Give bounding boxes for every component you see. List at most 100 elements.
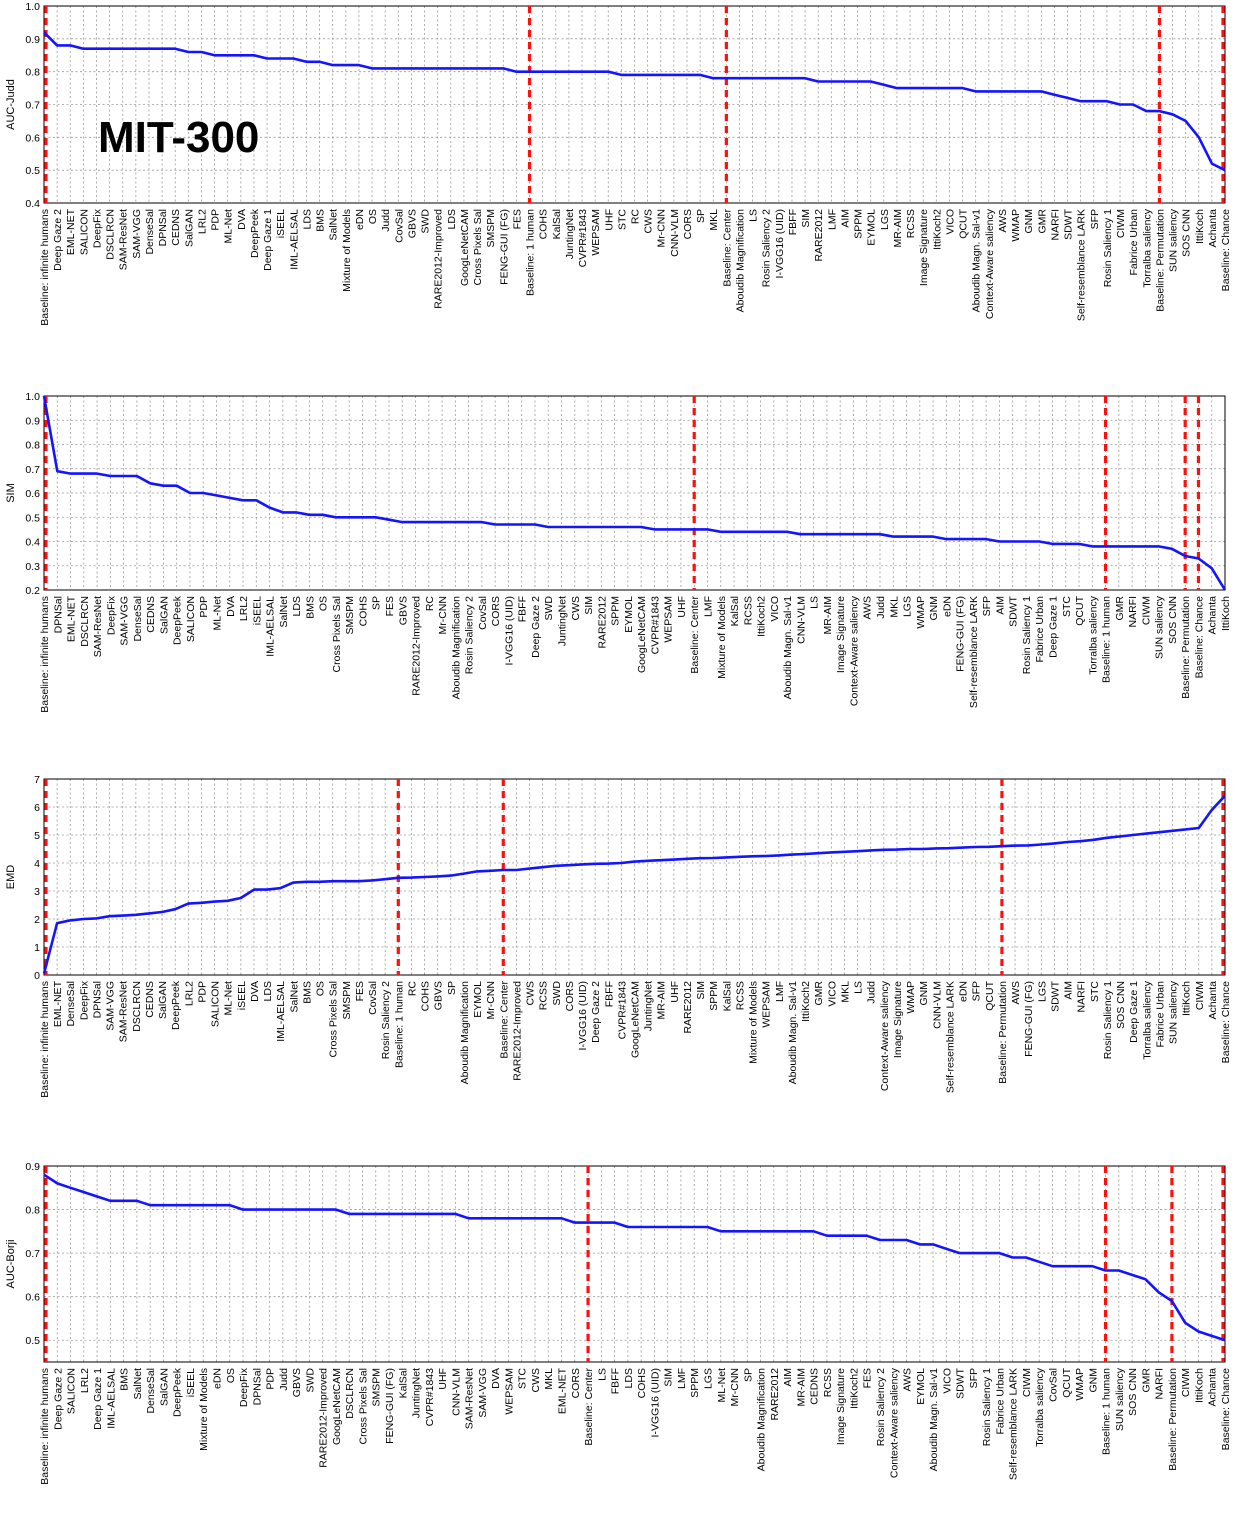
x-category-label: AWS	[902, 1368, 914, 1392]
x-category-label: WMAP	[1074, 1368, 1086, 1401]
x-category-label: SMSPM	[341, 981, 353, 1020]
x-category-label: DVA	[236, 209, 248, 230]
x-category-label: Rosin Saliency 2	[761, 209, 773, 287]
x-category-label: MR-AIM	[892, 209, 904, 248]
x-category-label: iSEEL	[275, 209, 287, 238]
x-category-label: Self-resemblance LARK	[1008, 1368, 1020, 1480]
x-category-label: RARE2012-Improved	[511, 981, 523, 1081]
x-category-label: MKL	[839, 981, 851, 1003]
x-category-label: CEDNS	[145, 596, 157, 633]
y-tick-label: 6	[34, 802, 40, 814]
x-category-label: SalNet	[278, 596, 290, 628]
x-category-label: STC	[1061, 596, 1073, 617]
x-category-label: FENG-GUI (FG)	[955, 596, 967, 672]
x-category-label: SPPM	[853, 209, 865, 239]
x-category-label: FES	[354, 981, 366, 1001]
x-category-label: LMF	[676, 1368, 688, 1389]
x-category-label: VICO	[944, 209, 956, 235]
x-category-label: SWD	[551, 981, 563, 1006]
x-category-label: QCUT	[1074, 595, 1086, 625]
x-category-label: RC	[630, 209, 642, 225]
x-category-label: Aboudib Magn. Sal-v1	[928, 1368, 940, 1471]
x-category-label: PDP	[265, 1368, 277, 1390]
x-category-label: WEPSAM	[503, 1368, 515, 1415]
x-category-label: Mr-CNN	[729, 1368, 741, 1407]
x-category-label: Torralba saliency	[1141, 208, 1153, 288]
x-category-label: SPPM	[689, 1368, 701, 1398]
x-category-label: RCSS	[905, 209, 917, 238]
x-category-label: IttiKoch	[1181, 981, 1193, 1016]
x-category-label: Aboudib Magnification	[450, 596, 462, 699]
x-category-label: Achanta	[1207, 1368, 1219, 1407]
x-category-label: QCUT	[958, 208, 970, 238]
x-category-label: SalGAN	[157, 981, 169, 1019]
y-axis-label: AUC-Judd	[5, 79, 17, 130]
x-category-label: SAM-VGG	[105, 981, 117, 1031]
x-category-label: Rosin Saliency 1	[1102, 209, 1114, 287]
x-category-label: DeepFix	[78, 980, 90, 1020]
x-category-label: WMAP	[915, 596, 927, 629]
x-category-label: JuntingNet	[643, 981, 655, 1031]
x-category-label: WMAP	[1010, 209, 1022, 242]
x-category-label: SalNet	[288, 981, 300, 1013]
x-category-label: Baseline: Center	[583, 1368, 595, 1446]
x-category-label: Aboudib Magn. Sal-v1	[787, 981, 799, 1084]
x-category-label: FBFF	[610, 1368, 622, 1394]
x-category-label: DVA	[490, 1368, 502, 1389]
x-category-label: UHF	[437, 1368, 449, 1390]
x-category-label: Image Signature	[892, 981, 904, 1058]
x-category-label: GNM	[918, 981, 930, 1006]
y-tick-label: 0.4	[25, 537, 40, 549]
x-category-label: BMS	[315, 209, 327, 232]
x-category-label: MR-AIM	[656, 981, 668, 1020]
x-category-label: SIM	[695, 981, 707, 1000]
x-category-label: SalGAN	[183, 209, 195, 247]
x-category-label: MKL	[708, 209, 720, 231]
x-category-label: GoogLeNetCAM	[331, 1368, 343, 1445]
x-category-label: DeepFix	[238, 1367, 250, 1407]
x-category-label: I-VGG16 (UID)	[503, 596, 515, 665]
x-category-label: SOS CNN	[1167, 596, 1179, 644]
x-category-label: RARE2012-Improved	[433, 209, 445, 309]
x-category-label: WEPSAM	[663, 596, 675, 643]
x-category-label: DenseSal	[65, 981, 77, 1027]
x-category-label: Cross Pixels Sal	[328, 981, 340, 1057]
x-category-label: I-VGG16 (UID)	[649, 1368, 661, 1437]
x-category-label: EYMOL	[866, 209, 878, 246]
x-category-label: SP	[371, 596, 383, 610]
chart-panel-auc-borji: 0.5 0.6 0.7 0.8 0.9 AUC-Borji Baseline: infini…	[5, 1161, 1232, 1485]
x-category-label: SWD	[420, 209, 432, 234]
x-category-label: Rosin Saliency 2	[875, 1368, 887, 1446]
x-category-label: Rosin Saliency 2	[464, 596, 476, 674]
x-category-label: SFP	[1089, 209, 1101, 229]
x-category-label: SOS CNN	[1181, 209, 1193, 257]
x-category-label: DeepPeek	[249, 208, 261, 258]
x-category-label: Deep Gaze 1	[92, 1368, 104, 1430]
plot-frame	[43, 395, 1226, 591]
x-category-label: SWD	[304, 1368, 316, 1393]
x-category-label: WMAP	[905, 981, 917, 1014]
x-category-label: AWS	[997, 209, 1009, 233]
x-category-label: GMR	[1036, 209, 1048, 234]
x-category-label: Deep Gaze 2	[590, 981, 602, 1043]
x-category-label: eDN	[212, 1368, 224, 1389]
x-category-label: Baseline: infinite humans	[39, 596, 51, 713]
x-category-label: AWS	[1010, 981, 1022, 1005]
x-category-label: RCSS	[742, 596, 754, 625]
x-category-label: NARFI	[1127, 596, 1139, 628]
x-category-label: FBFF	[787, 209, 799, 235]
x-category-label: CWS	[525, 981, 537, 1006]
y-axis-label: EMD	[5, 865, 17, 890]
x-category-label: Self-resemblance LARK	[944, 981, 956, 1093]
x-category-label: CIWM	[1180, 1368, 1192, 1397]
x-category-label: Aboudib Magnification	[734, 209, 746, 312]
x-category-label: NARFI	[1076, 981, 1088, 1013]
y-tick-label: 0.9	[25, 415, 40, 427]
x-category-label: EYMOL	[915, 1368, 927, 1405]
x-category-label: CWS	[643, 209, 655, 234]
x-category-label: Judd	[875, 596, 887, 619]
x-category-label: CVPR#1843	[424, 1368, 436, 1427]
x-category-label: RARE2012	[682, 981, 694, 1034]
series-line	[43, 31, 1226, 172]
x-category-label: eDN	[354, 209, 366, 230]
